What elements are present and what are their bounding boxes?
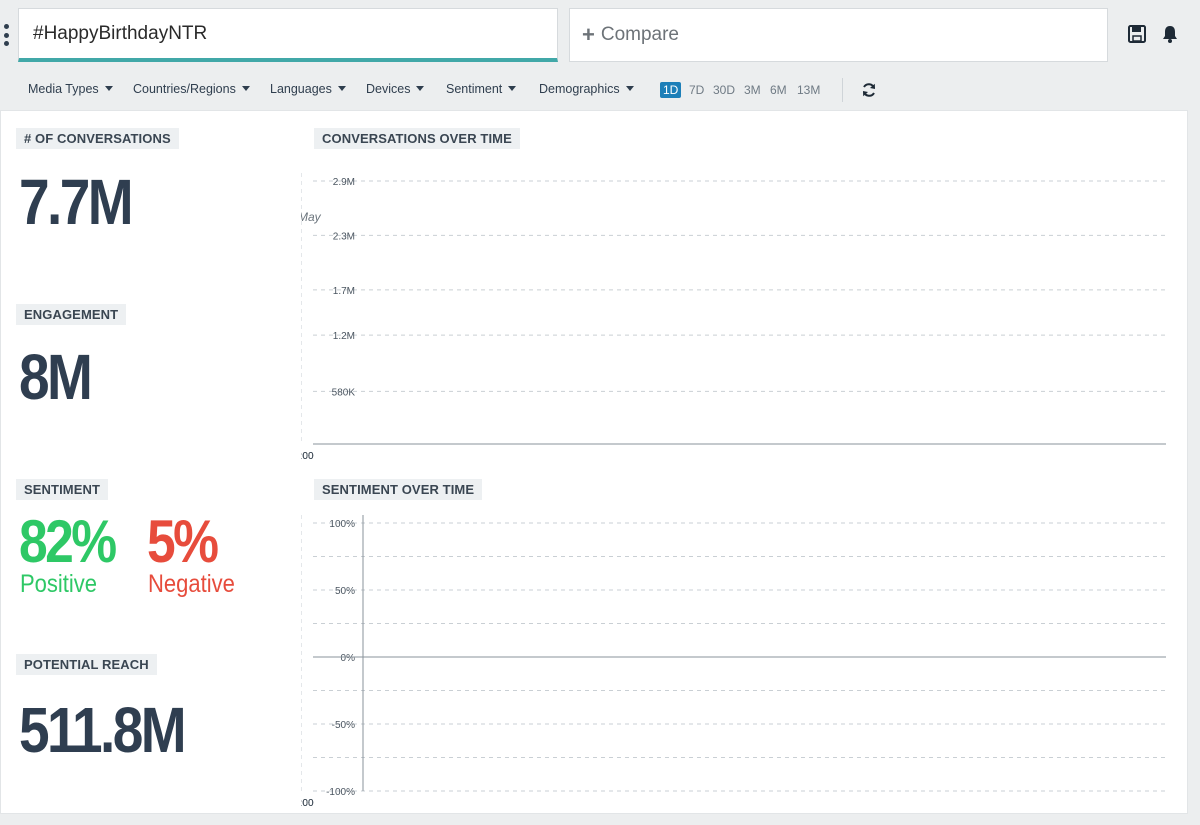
compare-button[interactable]: + Compare (569, 8, 1108, 62)
y-tick-label: 2.3M (333, 231, 355, 242)
bell-icon[interactable] (1160, 24, 1180, 44)
plus-icon: + (582, 22, 595, 47)
range-7d[interactable]: 7D (689, 83, 705, 97)
engagement-label: ENGAGEMENT (16, 304, 127, 325)
y-tick-label: 100% (329, 519, 355, 530)
filter-demographics[interactable]: Demographics (539, 82, 634, 96)
filter-countries-regions[interactable]: Countries/Regions (133, 82, 250, 96)
search-input[interactable] (19, 9, 557, 59)
filter-languages[interactable]: Languages (270, 82, 346, 96)
filter-label: Sentiment (446, 82, 503, 96)
positive-percentage: 82% (19, 508, 117, 575)
chevron-down-icon (416, 86, 425, 92)
top-bar: + Compare (0, 0, 1200, 68)
y-tick-label: 1.2M (333, 331, 355, 342)
x-tick-label: 22:00 (301, 451, 314, 462)
date-annotation: 19 May (301, 210, 322, 224)
save-icon[interactable] (1127, 24, 1147, 44)
x-tick-label: 10:00 (301, 798, 314, 809)
range-6m[interactable]: 6M (770, 83, 787, 97)
filter-devices[interactable]: Devices (366, 82, 425, 96)
reach-value: 511.8M (19, 694, 187, 766)
x-tick-label: 22:00 (301, 798, 314, 809)
conversations-label: # OF CONVERSATIONS (16, 128, 179, 149)
chevron-down-icon (337, 86, 346, 92)
search-field[interactable] (18, 8, 558, 62)
sentiment-label: SENTIMENT (16, 479, 109, 500)
kebab-icon[interactable] (2, 24, 10, 46)
range-3m[interactable]: 3M (744, 83, 761, 97)
negative-percentage: 5% (147, 508, 219, 575)
chevron-down-icon (241, 86, 250, 92)
engagement-value: 8M (19, 341, 93, 413)
filter-label: Devices (366, 82, 411, 96)
positive-label: Positive (20, 570, 98, 598)
filter-media-types[interactable]: Media Types (28, 82, 113, 96)
filter-label: Languages (270, 82, 332, 96)
y-tick-label: 0% (341, 653, 356, 664)
compare-label: Compare (600, 24, 680, 45)
filter-bar: Media Types Countries/Regions Languages … (0, 70, 1200, 110)
x-tick-label: 10:00 (301, 451, 314, 462)
range-13m[interactable]: 13M (797, 83, 821, 97)
sentiment-chart: -100%-50%0%50%100%22:0010:0022:00 (301, 501, 1166, 809)
chevron-down-icon (508, 86, 517, 92)
filter-label: Media Types (28, 82, 99, 96)
filter-label: Countries/Regions (133, 82, 236, 96)
x-tick-label: 22:00 (301, 451, 314, 462)
conversations-value: 7.7M (19, 166, 134, 238)
chevron-down-icon (104, 86, 113, 92)
chevron-down-icon (625, 86, 634, 92)
filter-label: Demographics (539, 82, 620, 96)
range-30d[interactable]: 30D (713, 83, 736, 97)
range-1d[interactable]: 1D (660, 82, 682, 98)
sentiment-chart-title: SENTIMENT OVER TIME (314, 479, 483, 500)
y-tick-label: 50% (335, 586, 355, 597)
reach-label: POTENTIAL REACH (16, 654, 157, 675)
negative-label: Negative (148, 570, 235, 598)
y-tick-label: -50% (332, 720, 355, 731)
y-tick-label: 580K (332, 387, 356, 398)
dashboard-panel: # OF CONVERSATIONS 7.7M ENGAGEMENT 8M SE… (0, 110, 1188, 814)
y-tick-label: 2.9M (333, 177, 355, 188)
x-tick-label: 22:00 (301, 798, 314, 809)
conversations-chart-title: CONVERSATIONS OVER TIME (314, 128, 520, 149)
refresh-icon[interactable] (861, 82, 877, 98)
filter-sentiment[interactable]: Sentiment (446, 82, 517, 96)
y-tick-label: -100% (326, 787, 355, 798)
y-tick-label: 1.7M (333, 286, 355, 297)
divider (842, 78, 843, 102)
